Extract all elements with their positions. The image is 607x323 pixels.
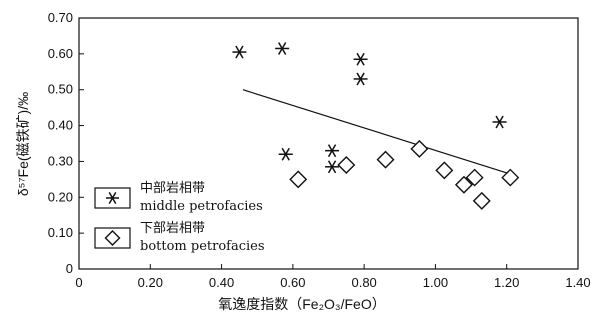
legend-label-cn-middle: 中部岩相带 [140,181,205,196]
x-tick-label: 0 [75,275,82,290]
y-tick-label: 0.50 [48,82,73,97]
x-tick-label: 0.40 [209,275,234,290]
x-axis-label: 氧逸度指数（Fe₂O₃/FeO） [218,296,385,312]
diamond-point-1 [289,170,308,189]
series-2 [289,139,520,210]
x-tick-label: 0.80 [351,275,376,290]
asterisk-stroke [327,144,337,158]
x-tick-label: 1.00 [423,275,448,290]
asterisk-point-5 [325,160,340,174]
asterisk-point-1 [232,45,247,59]
diamond-point-8 [472,191,491,210]
diamond-point-2 [337,156,356,175]
y-tick-label: 0.10 [48,225,73,240]
x-tick-label: 1.40 [565,275,590,290]
y-tick-label: 0.20 [48,189,73,204]
diamond-point-3 [376,150,395,169]
labels-layer: 0 0.10 0.20 0.30 0.40 0.50 0.60 0.70 0 0.20 0.40 0.… [15,10,591,312]
diamond-point-6 [454,175,473,194]
diamond-point-legend [104,230,121,246]
asterisk-point-6 [353,52,368,66]
y-tick-label: 0.40 [48,118,73,133]
series-1 [232,42,507,174]
trend-line [242,89,511,175]
asterisk-point-2 [275,42,290,55]
asterisk-stroke [281,147,290,161]
x-tick-label: 0.20 [138,275,163,290]
legend-label-cn-bottom: 下部岩相带 [140,221,205,236]
x-tick-label: 0.60 [280,275,305,290]
asterisk-stroke [108,192,117,204]
asterisk-point-8 [492,115,507,129]
y-tick-label: 0.70 [48,10,73,25]
plot-frame [78,17,579,270]
asterisk-stroke [235,45,244,59]
x-tick-label: 1.20 [494,275,519,290]
asterisk-point-3 [278,147,293,161]
y-tick-label: 0.60 [48,46,73,61]
legend-label-en-middle: middle petrofacies [140,199,263,214]
diamond-point-7 [465,168,484,187]
asterisk-stroke [327,160,337,174]
y-tick-label: 0.30 [48,153,73,168]
asterisk-stroke [356,52,365,66]
asterisk-stroke [356,72,365,86]
diamond-point-4 [410,139,429,158]
plot-layer [78,17,579,270]
asterisk-point-4 [325,144,340,158]
asterisk-stroke [278,42,287,55]
legend: 中部岩相带 middle petrofacies 下部岩相带 bottom petro… [94,181,265,254]
diamond-point-5 [435,161,454,180]
y-axis-label: δ⁵⁷Fe(磁铁矿)/‰ [15,92,31,196]
asterisk-point-legend [106,192,119,204]
asterisk-point-7 [353,72,368,86]
asterisk-stroke [495,115,504,129]
y-tick-label: 0 [66,261,73,276]
diamond-point-9 [501,168,520,187]
legend-label-en-bottom: bottom petrofacies [140,239,265,254]
